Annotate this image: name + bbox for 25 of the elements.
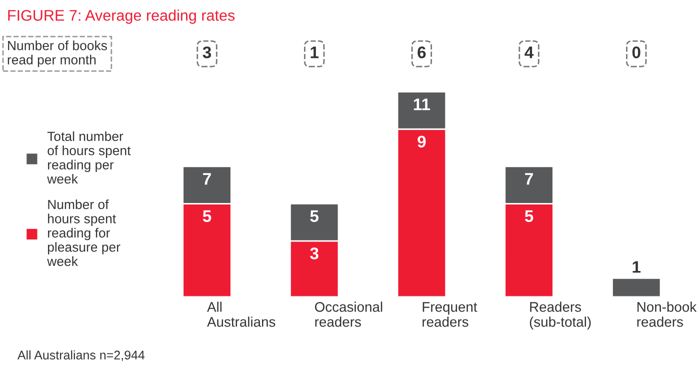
legend-label: Total number of hours spent reading per week [47,131,131,184]
total-label: 11 [414,98,430,110]
total-label: 5 [310,210,319,222]
text: 1 [310,46,319,58]
legend-label: Number of hours spent reading for pleasure per week [47,199,120,266]
x-tick-label: Occasional readers [315,302,382,327]
data-label: 3 [310,247,318,260]
text: 0 [632,46,640,58]
x-tick-label: Non-book readers [637,302,697,327]
x-tick-label: Readers (sub-total) [530,302,591,330]
total-label: 7 [203,173,211,185]
data-label: 5 [202,210,212,222]
text: All Australians n=2,944 [17,350,145,361]
text: 4 [524,46,534,58]
total-label: 1 [632,261,641,273]
chart-title: FIGURE 7: Average reading rates [8,10,235,24]
x-tick-label: Frequent readers [422,302,478,327]
x-tick-label: All Australians [207,302,276,327]
bar [612,277,662,297]
data-label: 5 [524,210,534,222]
total-label: 7 [525,173,533,185]
text: Number of books read per month [8,40,107,68]
data-label: 9 [418,136,426,148]
text: 3 [202,46,212,58]
text: 6 [418,46,426,58]
